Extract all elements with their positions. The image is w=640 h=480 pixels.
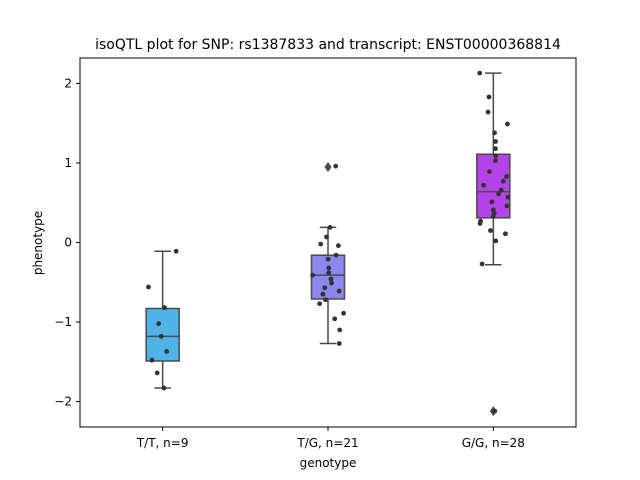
data-point <box>146 284 151 290</box>
y-tick-label: 2 <box>64 76 72 90</box>
data-point <box>337 327 343 333</box>
data-point <box>496 191 502 197</box>
plot-area <box>145 70 511 417</box>
data-point <box>493 238 499 244</box>
data-point <box>493 158 498 163</box>
data-point <box>322 285 328 291</box>
data-point <box>503 231 508 237</box>
data-point <box>505 194 511 200</box>
data-point <box>328 276 334 282</box>
strip-points <box>146 248 179 391</box>
data-point <box>488 228 493 233</box>
x-axis: T/T, n=9 T/G, n=21 G/G, n=28 <box>136 427 525 450</box>
data-point <box>320 291 326 297</box>
data-point <box>493 139 498 144</box>
data-point <box>477 70 483 76</box>
y-axis-label: phenotype <box>31 211 45 275</box>
chart-title: isoQTL plot for SNP: rs1387833 and trans… <box>95 37 561 53</box>
data-point <box>504 203 510 209</box>
outlier-marker <box>324 161 332 172</box>
data-point <box>323 297 328 303</box>
data-point <box>492 408 498 414</box>
data-point <box>158 333 164 339</box>
x-tick-label: T/T, n=9 <box>136 436 189 450</box>
data-point <box>154 370 160 376</box>
data-point <box>324 234 329 240</box>
data-point <box>504 174 510 179</box>
data-point <box>505 121 510 127</box>
data-point <box>333 252 339 258</box>
y-tick-label: 0 <box>64 236 72 250</box>
strip-points <box>310 163 346 346</box>
y-axis: −2 −1 0 1 2 <box>54 76 80 409</box>
data-point <box>490 213 496 219</box>
data-point <box>332 316 338 322</box>
data-point <box>493 146 498 152</box>
data-point <box>487 169 492 175</box>
box-group <box>310 161 346 345</box>
data-point <box>329 280 334 286</box>
data-point <box>477 221 483 226</box>
data-point <box>333 163 339 169</box>
data-point <box>493 153 499 159</box>
y-tick-label: −2 <box>54 395 72 409</box>
data-point <box>164 349 170 354</box>
data-point <box>486 94 492 100</box>
data-point <box>173 248 179 254</box>
data-point <box>341 310 346 316</box>
data-point <box>156 321 162 327</box>
y-tick-label: 1 <box>64 156 72 170</box>
strip-points <box>477 70 511 414</box>
x-tick-label: G/G, n=28 <box>462 436 525 450</box>
data-point <box>325 256 331 262</box>
data-point <box>498 187 504 193</box>
data-point <box>317 301 323 307</box>
data-point <box>481 182 487 188</box>
data-point <box>479 261 485 267</box>
data-point <box>326 265 332 271</box>
x-tick-label: T/G, n=21 <box>296 436 358 450</box>
data-point <box>336 341 342 346</box>
data-point <box>492 130 497 136</box>
data-point <box>318 241 324 247</box>
data-point <box>327 224 333 230</box>
data-point <box>161 385 167 391</box>
data-point <box>162 305 167 311</box>
data-point <box>489 199 495 205</box>
data-point <box>326 270 332 276</box>
box-group <box>145 250 180 389</box>
x-axis-label: genotype <box>300 456 357 470</box>
y-tick-label: −1 <box>54 315 72 329</box>
data-point <box>335 243 341 249</box>
data-point <box>310 272 316 278</box>
data-point <box>500 178 506 184</box>
data-point <box>485 109 491 115</box>
data-point <box>149 357 155 363</box>
data-point <box>336 288 342 294</box>
box-group <box>476 72 511 417</box>
